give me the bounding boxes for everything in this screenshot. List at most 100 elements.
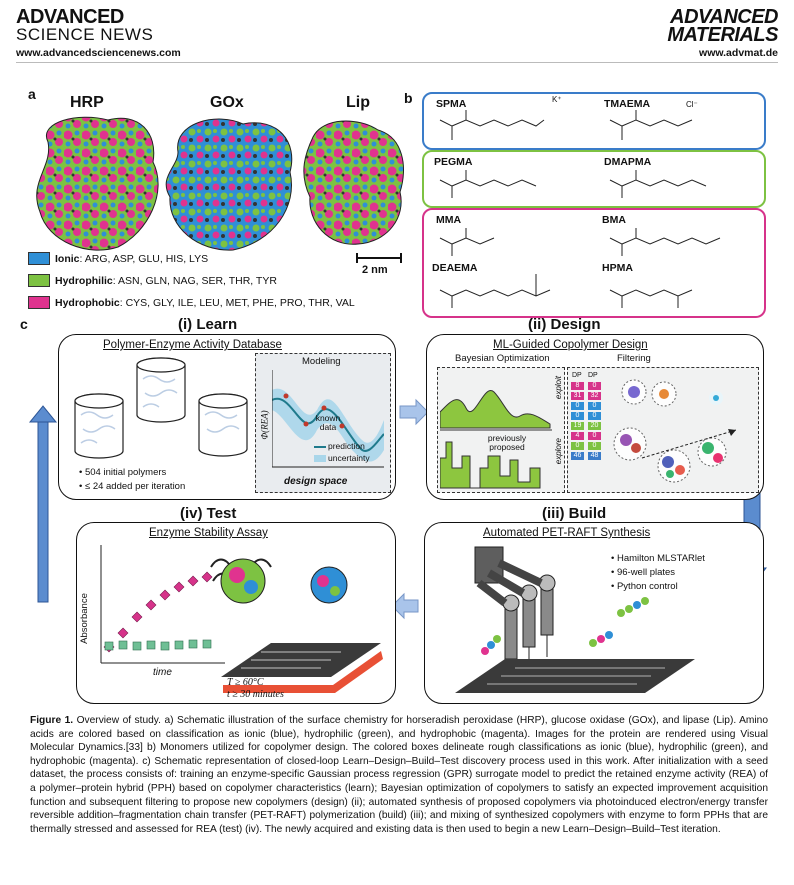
modeling-panel: Modeling Φ(REA) known data prediction un… xyxy=(255,353,391,493)
hydrophobic-swatch xyxy=(28,296,50,309)
brand-right-line2: MATERIALS xyxy=(667,24,778,46)
robot-illustration xyxy=(455,546,695,693)
stage-design-title: (ii) Design xyxy=(528,316,601,333)
dp-column-after: 0 32 0 0 20 0 0 48 xyxy=(588,382,601,462)
stage-build-title: (iii) Build xyxy=(542,505,607,522)
design-space-label: design space xyxy=(284,476,348,487)
dp-chip: 31 xyxy=(571,392,584,400)
monomer-pegma: PEGMA xyxy=(434,156,473,168)
dp-chip: 0 xyxy=(588,412,601,420)
uncertainty-label: uncertainty xyxy=(328,453,370,463)
dp-column-before: 8 31 0 0 19 4 0 46 xyxy=(571,382,584,462)
monomer-tmaema: TMAEMA xyxy=(604,98,651,110)
dp-chip: 0 xyxy=(588,382,601,390)
filtering-title: Filtering xyxy=(617,353,651,364)
filtering-panel: DP DP 8 31 0 0 19 4 0 46 0 32 0 0 20 0 0 48 xyxy=(567,367,759,493)
exploit-label: exploit xyxy=(554,376,563,400)
explore-label: explore xyxy=(554,438,563,465)
learn-bullet-1: • 504 initial polymers xyxy=(79,467,167,478)
brand-left-line2: SCIENCE NEWS xyxy=(16,25,154,44)
enzyme-label-hrp: HRP xyxy=(70,94,104,111)
temperature-condition: T ≥ 60°C xyxy=(227,677,264,688)
enzyme-label-lip: Lip xyxy=(346,94,370,111)
dp-chip: 4 xyxy=(571,432,584,440)
monomer-spma: SPMA xyxy=(436,98,467,110)
ionic-swatch xyxy=(28,252,50,265)
brand-left-line1: ADVANCED xyxy=(16,6,124,28)
hydrophilic-swatch xyxy=(28,274,50,287)
left-url[interactable]: www.advancedsciencenews.com xyxy=(16,47,181,59)
ionic-structures xyxy=(439,110,693,140)
dp-chip: 0 xyxy=(588,442,601,450)
dp-chip: 0 xyxy=(571,442,584,450)
brand-right-line1: ADVANCED xyxy=(670,6,778,28)
right-url[interactable]: www.advmat.de xyxy=(699,47,778,59)
protein-surfaces xyxy=(36,116,405,251)
lip-surface xyxy=(303,120,405,245)
scale-bar xyxy=(356,257,402,259)
dp-chip: 19 xyxy=(571,422,584,430)
dp-chip: 0 xyxy=(571,412,584,420)
design-subtitle: ML-Guided Copolymer Design xyxy=(493,339,648,351)
prediction-label: prediction xyxy=(328,441,365,451)
caption-text: Overview of study. a) Schematic illustra… xyxy=(30,715,768,835)
monomer-mma: MMA xyxy=(436,214,462,226)
hydrophilic-structures xyxy=(439,170,707,198)
journal-brand-right: ADVANCED MATERIALS xyxy=(667,6,778,46)
dp-chip: 46 xyxy=(571,452,584,460)
legend-hydrophobic: Hydrophobic: CYS, GLY, ILE, LEU, MET, PH… xyxy=(28,296,355,309)
build-bullet-2: • 96-well plates xyxy=(611,567,676,578)
modeling-title: Modeling xyxy=(302,356,341,367)
enzyme-label-gox: GOx xyxy=(210,94,244,111)
gp-plot xyxy=(272,370,384,468)
assay-plot xyxy=(100,545,225,664)
ionic-monomer-box: SPMA TMAEMA K⁺ Cl⁻ xyxy=(422,92,766,150)
monomer-deaema: DEAEMA xyxy=(432,262,478,274)
cluster-plot xyxy=(613,379,737,483)
scale-bar-label: 2 nm xyxy=(362,264,388,276)
modeling-yaxis: Φ(REA) xyxy=(259,410,270,440)
test-stage: Enzyme Stability Assay Absorbance time xyxy=(76,522,396,704)
hydrophobic-monomer-box: MMA BMA DEAEMA HPMA xyxy=(422,208,766,318)
hydrophilic-monomer-box: PEGMA DMAPMA xyxy=(422,150,766,208)
known-data-label: known data xyxy=(315,413,341,432)
header-rule xyxy=(16,62,778,63)
monomer-dmapma: DMAPMA xyxy=(604,156,652,168)
monomer-bma: BMA xyxy=(602,214,626,226)
gox-surface xyxy=(165,118,293,251)
monomer-hpma: HPMA xyxy=(602,262,633,274)
test-ylabel: Absorbance xyxy=(78,593,90,644)
figure-caption: Figure 1. Overview of study. a) Schemati… xyxy=(30,714,768,836)
test-subtitle: Enzyme Stability Assay xyxy=(149,527,268,539)
dp-chip: 32 xyxy=(588,392,601,400)
caption-lead: Figure 1. xyxy=(30,715,74,726)
hydrophobic-structures xyxy=(439,228,721,308)
hrp-surface xyxy=(36,116,159,251)
dp-chip: 20 xyxy=(588,422,601,430)
build-subtitle: Automated PET-RAFT Synthesis xyxy=(483,527,651,539)
bo-panel: exploit explore previously proposed xyxy=(437,367,565,493)
bo-title: Bayesian Optimization xyxy=(455,353,550,364)
dp-chip: 0 xyxy=(588,402,601,410)
dp-chip: 8 xyxy=(571,382,584,390)
time-condition: t ≥ 30 minutes xyxy=(227,689,284,700)
dp-chip: 48 xyxy=(588,452,601,460)
design-stage: ML-Guided Copolymer Design Bayesian Opti… xyxy=(426,334,764,500)
residue-legend: Ionic: ARG, ASP, GLU, HIS, LYS Hydrophil… xyxy=(28,252,355,309)
learn-bullet-2: • ≤ 24 added per iteration xyxy=(79,481,186,492)
test-xlabel: time xyxy=(153,667,172,678)
stage-learn-title: (i) Learn xyxy=(178,316,238,333)
pph-heat-plate xyxy=(210,558,383,693)
previously-proposed-label: previously proposed xyxy=(478,434,536,452)
build-stage: Automated PET-RAFT Synthesis • Hamilton … xyxy=(424,522,764,704)
build-bullet-1: • Hamilton MLSTARlet xyxy=(611,553,705,564)
database-cylinders xyxy=(74,357,248,459)
stage-test-title: (iv) Test xyxy=(180,505,237,522)
panel-a-label: a xyxy=(28,86,36,102)
learn-stage: Polymer-Enzyme Activity Database • 504 i… xyxy=(58,334,396,500)
legend-ionic: Ionic: ARG, ASP, GLU, HIS, LYS xyxy=(28,252,355,265)
learn-subtitle: Polymer-Enzyme Activity Database xyxy=(103,339,282,351)
journal-brand-left: ADVANCED SCIENCE NEWS xyxy=(16,6,154,44)
dp-chip: 0 xyxy=(571,402,584,410)
build-bullet-3: • Python control xyxy=(611,581,678,592)
